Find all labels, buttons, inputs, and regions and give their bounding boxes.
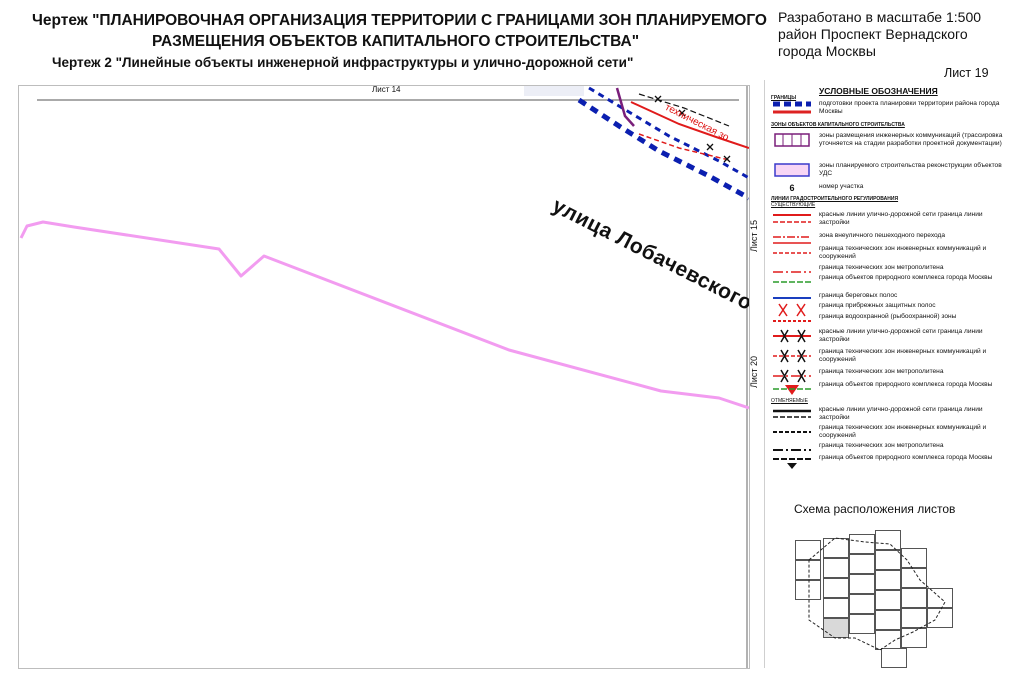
schema-cell xyxy=(901,548,927,568)
title-line-1: Чертеж "ПЛАНИРОВОЧНАЯ ОРГАНИЗАЦИЯ ТЕРРИТ… xyxy=(32,12,767,29)
schema-cell xyxy=(901,568,927,588)
schema-cell xyxy=(795,580,821,600)
red-line-2 xyxy=(638,133,730,161)
schema-cell xyxy=(927,588,953,608)
schema-cell xyxy=(875,550,901,570)
map-canvas xyxy=(19,86,749,668)
sheet-ref-right-lower: Лист 20 xyxy=(749,355,759,388)
schema-cell xyxy=(875,570,901,590)
sheet-ref-right-upper: Лист 15 xyxy=(749,219,759,252)
scale-note: Разработано в масштабе 1:500 район Просп… xyxy=(778,9,982,59)
schema-title: Схема расположения листов xyxy=(794,502,956,516)
x-markers xyxy=(654,95,731,163)
legend-subsection-existing: СУЩЕСТВУЮЩИЕ xyxy=(771,202,816,208)
schema-cell xyxy=(849,594,875,614)
blue-dashed-boundary-2 xyxy=(588,86,749,180)
schema-cell xyxy=(823,578,849,598)
schema-cell xyxy=(849,614,875,634)
sheet-ref-top: Лист 14 xyxy=(372,85,401,94)
black-boundary-line xyxy=(638,93,730,127)
schema-outline xyxy=(808,537,946,651)
pink-boundary-line xyxy=(19,220,749,410)
schema-cell xyxy=(901,608,927,628)
legend-section-lines: ЛИНИИ ГРАДОСТРОИТЕЛЬНОГО РЕГУЛИРОВАНИЯ xyxy=(771,196,899,202)
schema-cell xyxy=(849,534,875,554)
legend-echo-strip xyxy=(524,86,584,96)
red-line-1 xyxy=(630,101,749,149)
sheet-number: Лист 19 xyxy=(944,66,989,80)
schema-cell xyxy=(849,574,875,594)
schema-cell xyxy=(875,590,901,610)
blue-dashed-boundary xyxy=(577,97,749,201)
schema-cell xyxy=(875,610,901,630)
map-frame: улица Лобачевского xyxy=(18,85,750,669)
schema-cell xyxy=(849,554,875,574)
schema-cell xyxy=(927,608,953,628)
title-line-3: Чертеж 2 "Линейные объекты инженерной ин… xyxy=(52,55,634,70)
title-line-2: РАЗМЕЩЕНИЯ ОБЪЕКТОВ КАПИТАЛЬНОГО СТРОИТЕ… xyxy=(152,33,640,50)
schema-cell xyxy=(875,530,901,550)
schema-cell xyxy=(901,588,927,608)
legend-title: УСЛОВНЫЕ ОБОЗНАЧЕНИЯ xyxy=(819,86,938,96)
purple-box-symbol xyxy=(774,133,810,147)
schema-cell xyxy=(901,628,927,648)
pink-box-symbol xyxy=(774,163,810,177)
purple-zone-line xyxy=(615,87,635,127)
schema-cell xyxy=(823,598,849,618)
legend-subsection-cancelled: ОТМЕНЯЕМЫЕ xyxy=(771,398,808,404)
schema-cell xyxy=(795,560,821,580)
legend-section-boundaries: ГРАНИЦЫ xyxy=(771,95,797,101)
schema-cell xyxy=(823,558,849,578)
legend-section-zones: ЗОНЫ ОБЪЕКТОВ КАПИТАЛЬНОГО СТРОИТЕЛЬСТВА xyxy=(771,122,905,128)
schema-cell xyxy=(881,648,907,668)
blue-dashed-symbol xyxy=(773,101,811,114)
